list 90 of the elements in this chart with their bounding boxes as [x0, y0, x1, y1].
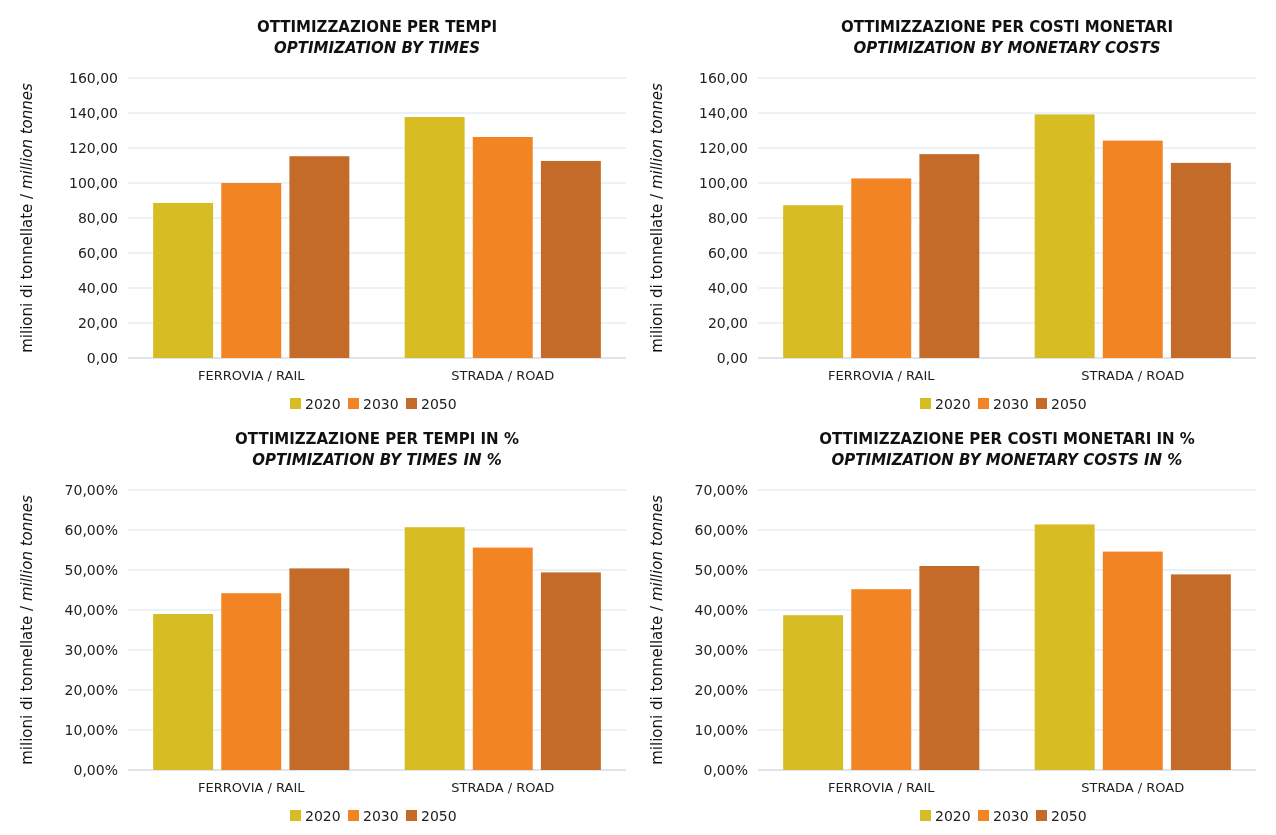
y-tick-label: 160,00: [699, 69, 748, 86]
x-tick-label: FERROVIA / RAIL: [197, 780, 306, 795]
y-tick-label: 50,00%: [694, 561, 748, 578]
y-axis-title: milioni di tonnellate / million tonnes: [648, 495, 666, 765]
bar: [540, 160, 601, 358]
y-tick-label: 30,00%: [64, 641, 118, 658]
bar: [1170, 574, 1231, 770]
y-tick-label: 20,00%: [694, 681, 748, 698]
chart-title: OTTIMIZZAZIONE PER COSTI MONETARI: [840, 18, 1174, 36]
legend-label: 2020: [305, 395, 341, 412]
y-tick-label: 20,00: [77, 314, 118, 331]
y-tick-label: 120,00: [699, 139, 748, 156]
bar: [153, 202, 214, 358]
y-tick-label: 50,00%: [64, 561, 118, 578]
legend-label: 2050: [421, 807, 457, 824]
y-tick-label: 80,00: [77, 209, 118, 226]
bar: [404, 527, 465, 770]
y-tick-label: 100,00: [699, 174, 748, 191]
legend-label: 2050: [1051, 395, 1087, 412]
chart-title: OTTIMIZZAZIONE PER TEMPI: [256, 18, 498, 36]
bar: [1170, 162, 1231, 358]
y-tick-label: 120,00: [69, 139, 118, 156]
bar: [783, 205, 844, 358]
y-axis-title: milioni di tonnellate / million tonnes: [648, 83, 666, 353]
chart-subtitle: OPTIMIZATION BY MONETARY COSTS IN %: [831, 451, 1183, 469]
y-tick-label: 70,00%: [64, 481, 118, 498]
bar: [221, 593, 282, 770]
bar: [919, 566, 980, 770]
y-tick-label: 0,00: [716, 349, 748, 366]
bar: [289, 568, 350, 770]
legend-label: 2050: [1051, 807, 1087, 824]
x-tick-label: STRADA / ROAD: [1081, 780, 1185, 795]
y-tick-label: 80,00: [707, 209, 748, 226]
x-tick-label: FERROVIA / RAIL: [827, 780, 936, 795]
bar: [153, 614, 214, 770]
bar: [540, 572, 601, 770]
y-tick-label: 160,00: [69, 69, 118, 86]
y-tick-label: 10,00%: [64, 721, 118, 738]
x-tick-label: STRADA / ROAD: [451, 780, 555, 795]
legend-label: 2030: [363, 807, 399, 824]
chart-subtitle: OPTIMIZATION BY MONETARY COSTS: [853, 39, 1161, 57]
bar: [919, 154, 980, 358]
y-tick-label: 30,00%: [694, 641, 748, 658]
y-tick-label: 40,00%: [64, 601, 118, 618]
legend-label: 2020: [935, 395, 971, 412]
legend-label: 2020: [305, 807, 341, 824]
bar: [404, 117, 465, 358]
bar: [851, 589, 912, 770]
legend-label: 2030: [993, 395, 1029, 412]
chart-title: OTTIMIZZAZIONE PER TEMPI IN %: [235, 430, 519, 448]
y-tick-label: 60,00: [77, 244, 118, 261]
y-tick-label: 40,00%: [694, 601, 748, 618]
chart-subtitle: OPTIMIZATION BY TIMES: [274, 39, 480, 57]
y-tick-label: 40,00: [77, 279, 118, 296]
y-tick-label: 140,00: [69, 104, 118, 121]
bar: [1102, 140, 1163, 358]
legend-label: 2030: [993, 807, 1029, 824]
y-tick-label: 100,00: [69, 174, 118, 191]
y-tick-label: 60,00%: [694, 521, 748, 538]
bar: [472, 547, 533, 770]
legend-label: 2050: [421, 395, 457, 412]
y-tick-label: 0,00%: [703, 761, 748, 778]
bar: [1102, 551, 1163, 770]
bar: [289, 156, 350, 358]
bar: [221, 183, 282, 358]
x-tick-label: FERROVIA / RAIL: [197, 368, 306, 383]
legend-label: 2020: [935, 807, 971, 824]
y-tick-label: 10,00%: [694, 721, 748, 738]
y-tick-label: 0,00: [86, 349, 118, 366]
legend-label: 2030: [363, 395, 399, 412]
y-tick-label: 70,00%: [694, 481, 748, 498]
x-tick-label: FERROVIA / RAIL: [827, 368, 936, 383]
y-tick-label: 0,00%: [73, 761, 118, 778]
y-axis-title: milioni di tonnellate / million tonnes: [18, 83, 36, 353]
x-tick-label: STRADA / ROAD: [451, 368, 555, 383]
y-tick-label: 20,00%: [64, 681, 118, 698]
bar: [783, 615, 844, 770]
x-tick-label: STRADA / ROAD: [1081, 368, 1185, 383]
y-tick-label: 20,00: [707, 314, 748, 331]
y-axis-title: milioni di tonnellate / million tonnes: [18, 495, 36, 765]
y-tick-label: 60,00: [707, 244, 748, 261]
chart-subtitle: OPTIMIZATION BY TIMES IN %: [252, 451, 502, 469]
bar: [472, 136, 533, 358]
y-tick-label: 140,00: [699, 104, 748, 121]
chart-title: OTTIMIZZAZIONE PER COSTI MONETARI IN %: [819, 430, 1195, 448]
bar: [1034, 114, 1095, 358]
y-tick-label: 60,00%: [64, 521, 118, 538]
bar: [1034, 524, 1095, 770]
bar: [851, 178, 912, 358]
y-tick-label: 40,00: [707, 279, 748, 296]
